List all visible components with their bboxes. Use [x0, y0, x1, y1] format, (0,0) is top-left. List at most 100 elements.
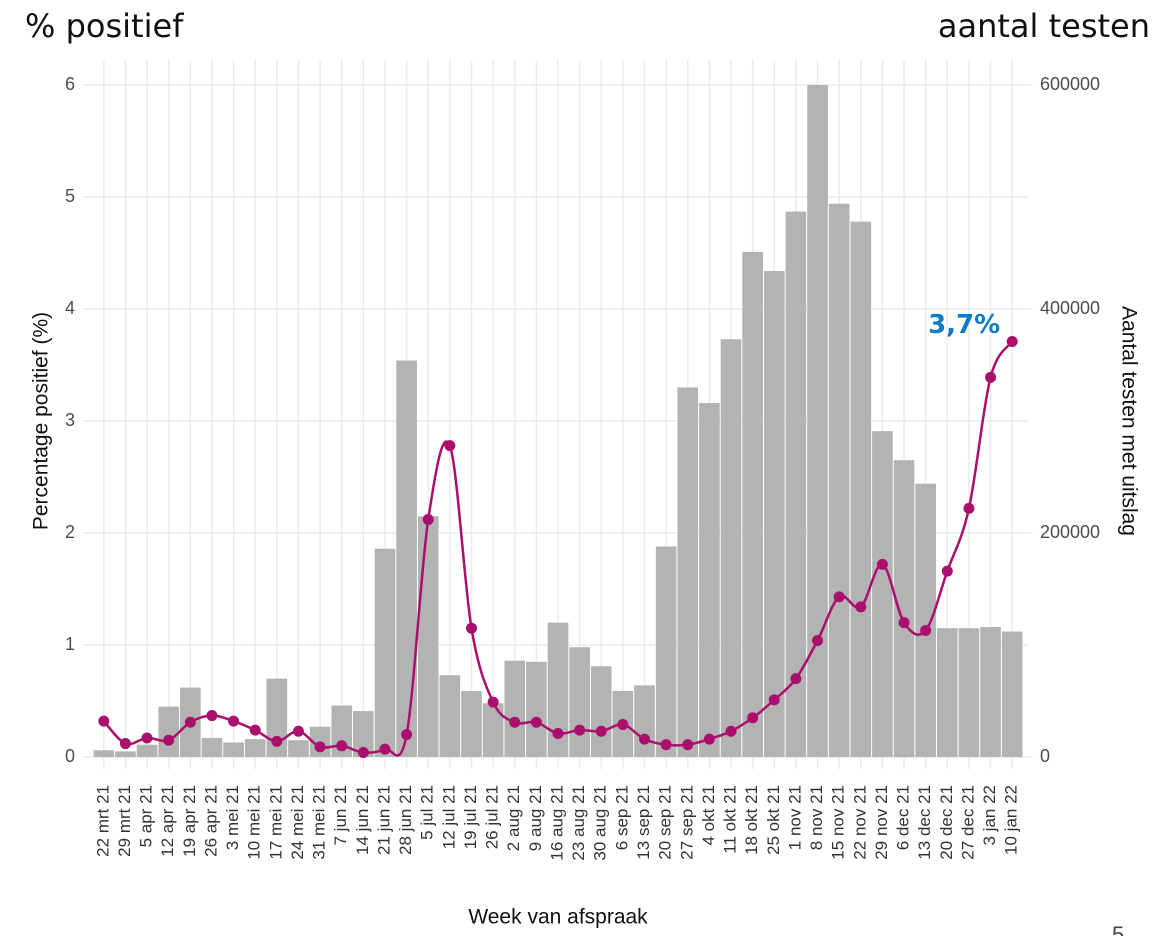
annotation: 3,7%: [928, 310, 1000, 340]
x-tick-label: 13 sep 21: [634, 785, 653, 860]
x-tick-label: 30 aug 21: [591, 785, 610, 861]
x-tick-label: 25 okt 21: [764, 785, 783, 855]
point: [379, 743, 391, 755]
point: [833, 591, 845, 603]
point: [617, 719, 629, 731]
x-tick-label: 12 jul 21: [439, 785, 458, 849]
x-tick-label: 23 aug 21: [569, 785, 588, 861]
point: [639, 733, 651, 745]
point: [119, 738, 131, 750]
bar: [807, 85, 828, 757]
x-tick-label: 27 dec 21: [958, 785, 977, 860]
point: [703, 733, 715, 745]
x-tick-label: 3 mei 21: [223, 785, 242, 850]
bar: [288, 740, 309, 757]
x-tick-label: 31 mei 21: [310, 785, 329, 860]
point: [1006, 335, 1018, 347]
x-tick-label: 22 nov 21: [850, 785, 869, 860]
x-tick-label: 19 apr 21: [180, 785, 199, 857]
bar: [158, 706, 180, 757]
x-tick-label: 2 aug 21: [504, 785, 523, 851]
bar: [720, 339, 742, 757]
point: [574, 724, 586, 736]
point: [985, 371, 997, 383]
bar: [482, 703, 504, 757]
x-tick-label: 17 mei 21: [266, 785, 285, 860]
x-tick-label: 12 apr 21: [158, 785, 177, 857]
bar: [980, 627, 1001, 757]
x-tick-label: 18 okt 21: [742, 785, 761, 855]
bar: [958, 628, 980, 757]
bar: [396, 360, 417, 757]
bar: [915, 483, 936, 757]
point: [920, 624, 932, 636]
bar: [526, 661, 547, 757]
bar: [1001, 631, 1023, 757]
point: [725, 725, 737, 737]
x-tick-label: 20 dec 21: [937, 785, 956, 860]
bar: [201, 737, 223, 757]
x-tick-label: 6 sep 21: [612, 785, 631, 850]
x-tick-label: 19 jul 21: [461, 785, 480, 849]
bar: [93, 750, 115, 757]
point: [595, 725, 607, 737]
point: [465, 622, 477, 634]
bar: [223, 742, 244, 757]
point: [336, 740, 348, 752]
point: [747, 712, 759, 724]
point: [249, 724, 261, 736]
point: [768, 694, 780, 706]
point: [552, 727, 564, 739]
x-tick-label: 5 jul 21: [418, 785, 437, 840]
x-tick-label: 5 apr 21: [137, 785, 156, 847]
bar: [634, 685, 655, 757]
x-axis-title: Week van afspraak: [468, 906, 648, 929]
bar: [828, 203, 850, 758]
bar: [115, 751, 136, 757]
point: [660, 739, 672, 751]
y2-tick-label: 600000: [1040, 74, 1100, 94]
x-tick-label: 15 nov 21: [829, 785, 848, 860]
bar: [461, 690, 482, 757]
x-tick-label: 27 sep 21: [677, 785, 696, 860]
x-tick-label: 26 apr 21: [201, 785, 220, 857]
bar: [742, 251, 763, 757]
bar: [590, 666, 612, 757]
point: [509, 716, 521, 728]
y-axis-title: Percentage positief (%): [30, 312, 53, 530]
x-tick-label: 11 okt 21: [721, 785, 740, 854]
point: [444, 440, 456, 452]
x-tick-label: 29 nov 21: [872, 785, 891, 860]
x-tick-label: 24 mei 21: [288, 785, 307, 860]
y-tick-label: 1: [65, 634, 75, 654]
x-tick-label: 6 dec 21: [894, 785, 913, 850]
bar: [244, 739, 266, 757]
x-tick-label: 13 dec 21: [915, 785, 934, 860]
x-tick-label: 7 jun 21: [331, 785, 350, 846]
bar: [374, 548, 396, 757]
point: [530, 716, 542, 728]
bar: [936, 628, 958, 757]
y-tick-label: 2: [65, 522, 75, 542]
x-tick-label: 1 nov 21: [785, 785, 804, 850]
point: [855, 601, 867, 613]
y-tick-label: 4: [65, 298, 75, 318]
bar: [655, 546, 677, 757]
line: [102, 340, 1014, 757]
x-tick-label: 10 jan 22: [1002, 785, 1021, 855]
y2-tick-label: 0: [1040, 746, 1050, 766]
bar: [872, 431, 893, 757]
x-tick-label: 28 jun 21: [396, 785, 415, 855]
point: [790, 673, 802, 685]
x-tick-label: 4 okt 21: [699, 785, 718, 846]
point: [228, 715, 240, 727]
x-tick-label: 8 nov 21: [807, 785, 826, 850]
point: [401, 729, 413, 741]
bar: [547, 622, 569, 757]
point: [292, 725, 304, 737]
bar: [677, 387, 699, 757]
x-tick-label: 29 mrt 21: [115, 785, 134, 857]
x-tick-label: 9 aug 21: [526, 785, 545, 851]
point: [163, 734, 175, 746]
